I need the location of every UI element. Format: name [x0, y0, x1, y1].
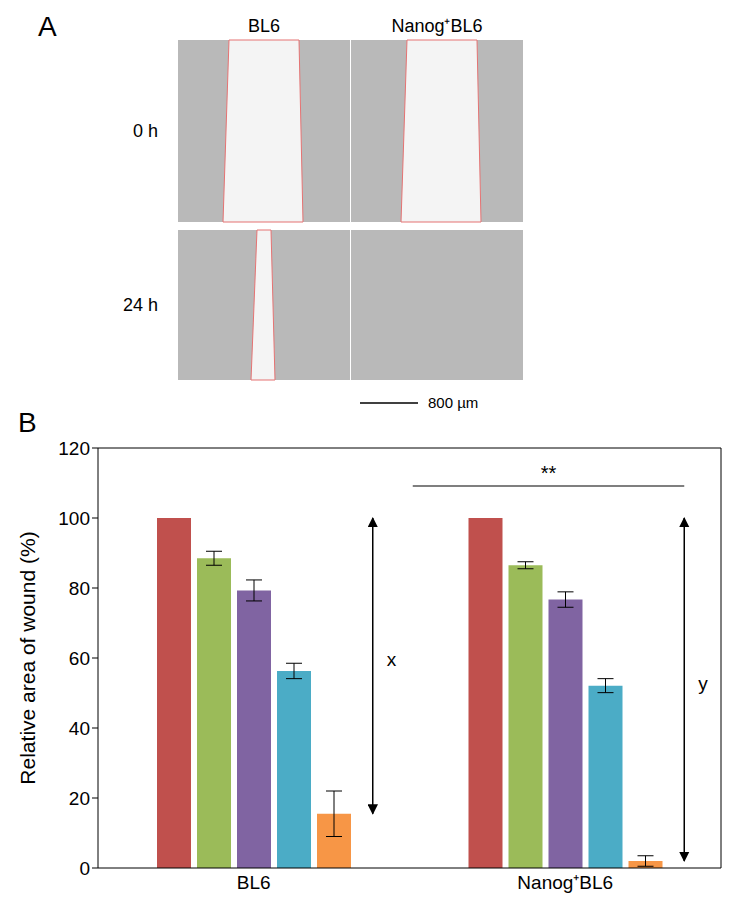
svg-text:BL6: BL6: [237, 872, 271, 893]
svg-text:80: 80: [69, 578, 90, 599]
svg-text:A: A: [38, 11, 57, 42]
svg-text:40: 40: [69, 718, 90, 739]
svg-text:800 µm: 800 µm: [428, 394, 478, 411]
svg-text:x: x: [387, 649, 397, 670]
svg-text:**: **: [541, 462, 557, 484]
svg-text:24 h: 24 h: [123, 295, 158, 315]
svg-text:Nanog⁺BL6: Nanog⁺BL6: [517, 872, 613, 893]
svg-text:100: 100: [58, 508, 90, 529]
svg-text:60: 60: [69, 648, 90, 669]
svg-text:y: y: [698, 673, 708, 694]
svg-text:20: 20: [69, 788, 90, 809]
svg-text:120: 120: [58, 438, 90, 459]
svg-text:0 h: 0 h: [133, 121, 158, 141]
svg-text:BL6: BL6: [248, 16, 280, 36]
svg-text:B: B: [18, 408, 37, 438]
svg-text:Relative area of wound (%): Relative area of wound (%): [16, 531, 39, 784]
svg-text:0: 0: [79, 858, 90, 879]
svg-text:Nanog⁺BL6: Nanog⁺BL6: [391, 16, 482, 36]
